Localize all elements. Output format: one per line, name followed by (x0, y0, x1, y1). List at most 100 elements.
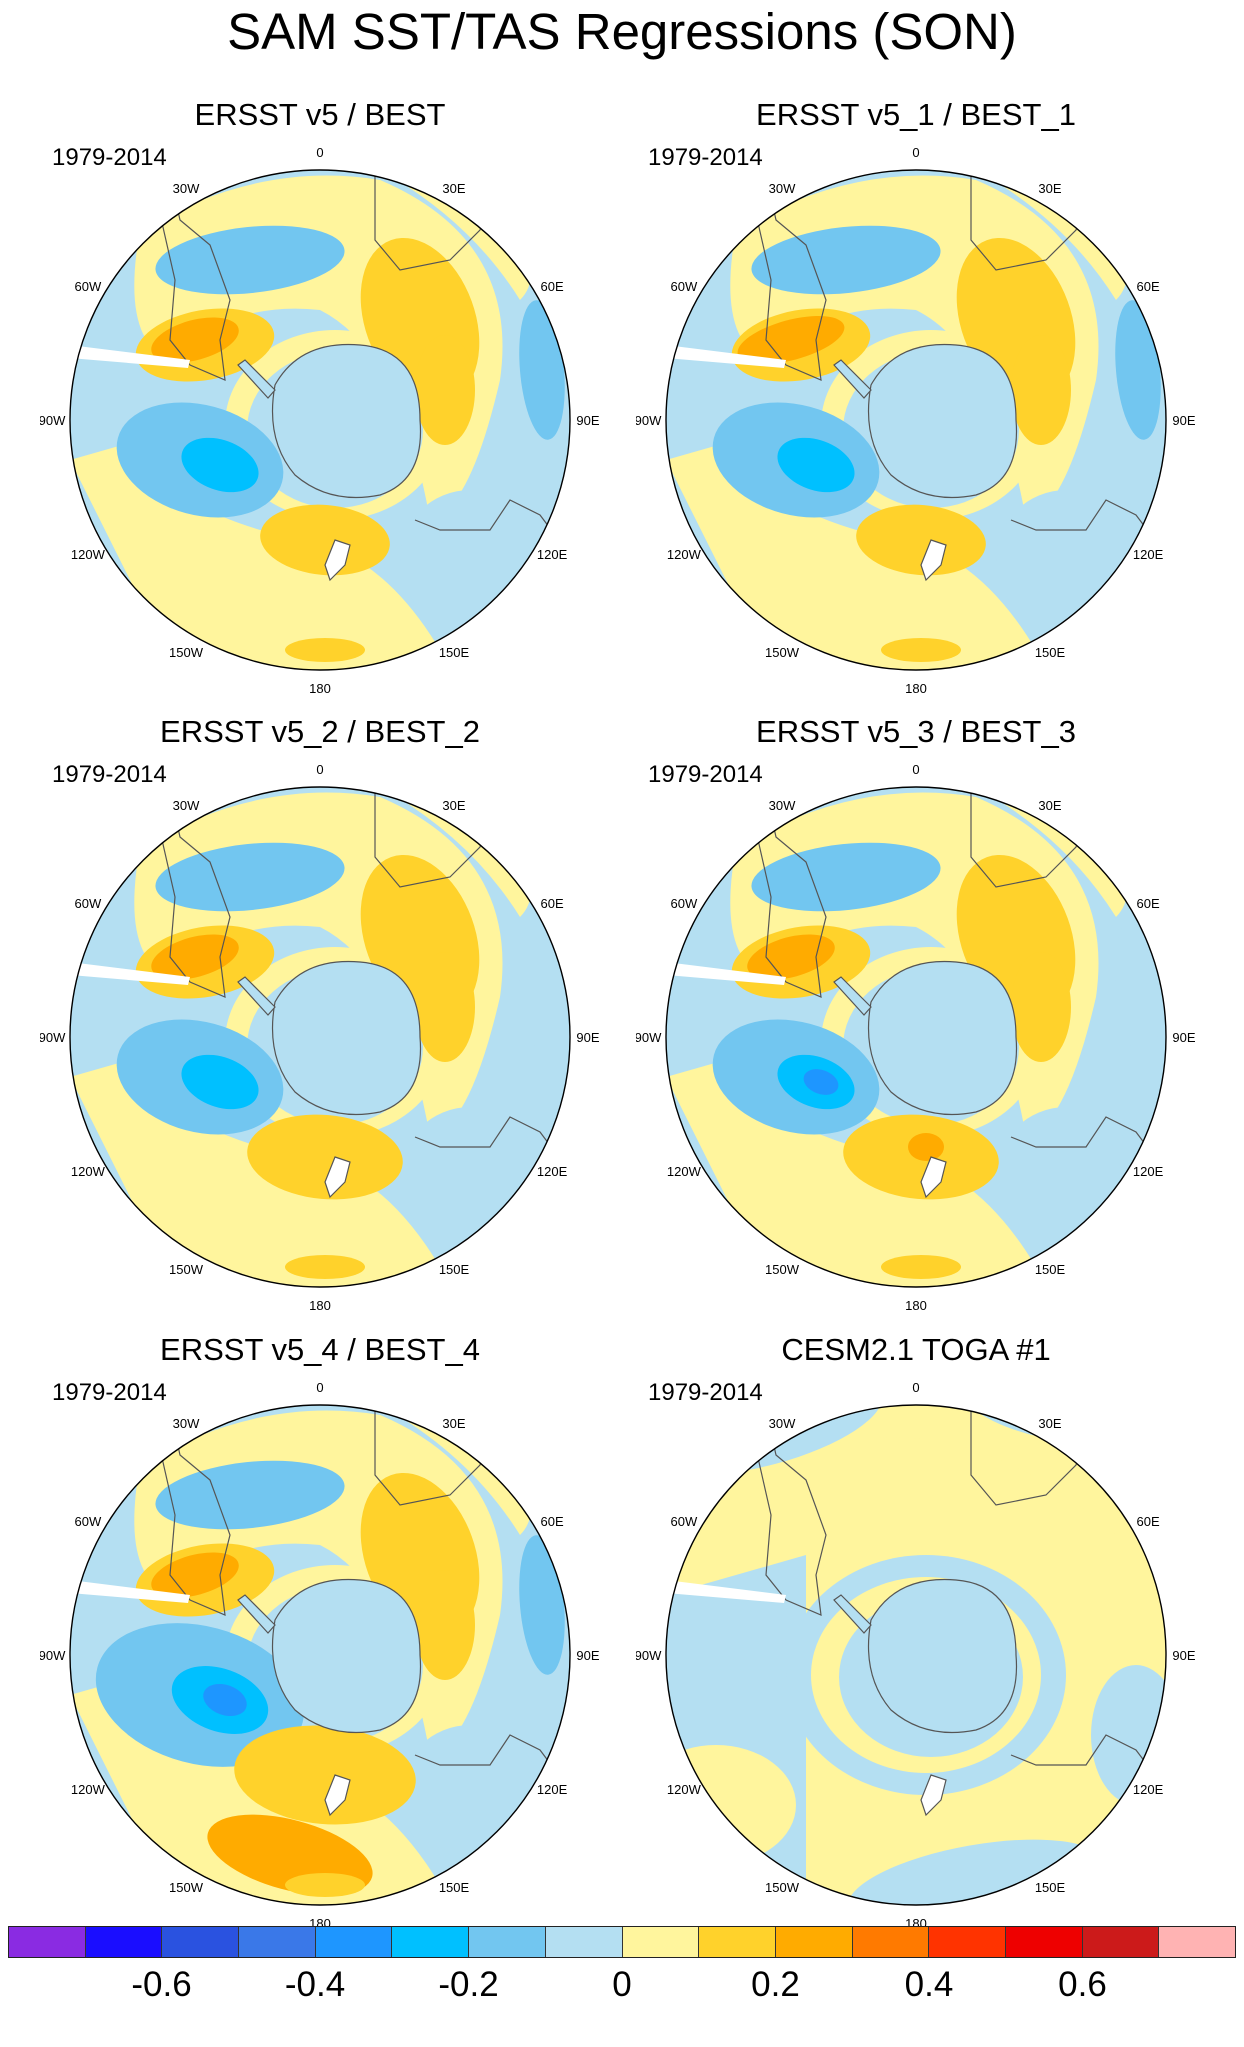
panel-title: CESM2.1 TOGA #1 (781, 1332, 1051, 1367)
missing-data-west (666, 345, 786, 368)
panel-title: ERSST v5_2 / BEST_2 (160, 714, 480, 749)
panel-title: ERSST v5_4 / BEST_4 (160, 1332, 480, 1367)
field-gold-pacific (247, 1114, 403, 1200)
new-zealand-coast (324, 539, 351, 582)
antarctic-peninsula (237, 359, 276, 399)
colorbar-segment (1005, 1927, 1083, 1957)
longitude-label: 150E (439, 1880, 470, 1895)
longitude-label: 60W (671, 1514, 698, 1529)
longitude-label: 60W (75, 1514, 102, 1529)
longitude-label: 150E (1035, 1262, 1066, 1277)
field-orange-southamerica (747, 934, 835, 980)
field-gold-south (881, 638, 961, 662)
new-zealand-coast (324, 1156, 351, 1199)
antarctica-coast (868, 343, 1018, 499)
field-blue-southeast (400, 1725, 540, 1865)
longitude-label: 0 (912, 762, 919, 777)
field-gold-pacific (234, 1725, 416, 1825)
field-patch-west (666, 1555, 806, 1905)
colorbar-segment (699, 1927, 776, 1957)
colorbar-tick-label: -0.6 (131, 1965, 192, 2004)
map-border (69, 786, 571, 1288)
colorbar-labels: -0.6 -0.4 -0.2 0 0.2 0.4 0.6 (8, 1963, 1236, 2013)
longitude-label: 120W (71, 547, 106, 562)
longitude-label: 120E (537, 547, 568, 562)
longitude-label: 180 (905, 1298, 927, 1313)
field-gold-indian (1011, 335, 1071, 445)
colorbar (8, 1926, 1236, 1958)
antarctic-peninsula (833, 976, 872, 1016)
longitude-label: 30W (769, 798, 796, 813)
field-orange-southamerica (151, 934, 239, 980)
colorbar-segment (775, 1927, 853, 1957)
field-patch-south (847, 1839, 1105, 1905)
colorbar-segment (1082, 1927, 1160, 1957)
antarctica-coast (272, 960, 422, 1116)
missing-data-west (70, 1580, 190, 1603)
longitude-label: 30W (173, 181, 200, 196)
colorbar-segment (622, 1927, 700, 1957)
figure-title: SAM SST/TAS Regressions (SON) (227, 3, 1017, 60)
field-gold-south (881, 1255, 961, 1279)
longitude-label: 90W (636, 1648, 662, 1663)
longitude-label: 60W (671, 896, 698, 911)
longitude-label: 90W (40, 1030, 66, 1045)
longitude-label: 90E (576, 413, 599, 428)
colorbar-tick-label: -0.4 (284, 1965, 346, 2004)
field-blue-north (155, 1460, 345, 1530)
longitude-label: 150W (765, 1880, 800, 1895)
field-blue-north (155, 225, 345, 295)
map-border (69, 1404, 571, 1906)
longitude-label: 0 (316, 1380, 323, 1395)
longitude-label: 30E (442, 798, 465, 813)
new-zealand-coast (920, 539, 947, 582)
regression-field (70, 787, 570, 1287)
colorbar-tick-label: 0.4 (904, 1965, 954, 2004)
field-orange-southamerica (151, 317, 239, 363)
map-panel: ERSST v5_4 / BEST_4 1979-2014 0 30E 60E 90E 12… (40, 1330, 600, 1940)
longitude-label: 150W (169, 1262, 204, 1277)
panel-period: 1979-2014 (52, 144, 167, 171)
longitude-label: 0 (912, 1380, 919, 1395)
colorbar-segment (315, 1927, 393, 1957)
longitude-label: 180 (905, 681, 927, 696)
longitude-label: 90E (576, 1648, 599, 1663)
field-gold-indian (415, 335, 475, 445)
longitude-label: 120E (537, 1782, 568, 1797)
field-gold-indian (1011, 952, 1071, 1062)
longitude-label: 120W (71, 1164, 106, 1179)
antarctic-peninsula (833, 1594, 872, 1634)
regression-field (70, 170, 570, 670)
map-border (665, 786, 1167, 1288)
longitude-label: 30W (173, 798, 200, 813)
longitude-label: 120E (1133, 1164, 1164, 1179)
field-orange-southamerica (151, 1552, 239, 1598)
longitude-label: 30E (1038, 798, 1061, 813)
antarctic-peninsula (833, 359, 872, 399)
panel-period: 1979-2014 (648, 144, 763, 171)
colorbar-segment (1159, 1927, 1235, 1957)
missing-data-west (666, 962, 786, 985)
colorbar-tick-label: 0 (612, 1965, 632, 2004)
longitude-label: 150W (765, 645, 800, 660)
colorbar-tick-label: 0.2 (751, 1965, 800, 2004)
panel-period: 1979-2014 (52, 1379, 167, 1406)
longitude-label: 0 (316, 762, 323, 777)
longitude-label: 180 (309, 681, 331, 696)
field-gold-south (285, 1873, 365, 1897)
field-blue-core (181, 437, 259, 493)
field-gold-indian (415, 1570, 475, 1680)
longitude-label: 30W (173, 1416, 200, 1431)
colorbar-segment (545, 1927, 623, 1957)
map-panel: ERSST v5 / BEST 1979-2014 0 30E 60E 90E 120E 15… (40, 95, 600, 705)
panel-title: ERSST v5_3 / BEST_3 (756, 714, 1076, 749)
colorbar-tick-label: -0.2 (438, 1965, 499, 2004)
longitude-label: 120W (667, 547, 702, 562)
regression-field (70, 1405, 570, 1905)
antarctica-coast (272, 343, 422, 499)
field-orange-pacific (908, 1133, 944, 1161)
longitude-label: 30E (442, 1416, 465, 1431)
field-blue-southeast (400, 1107, 540, 1247)
field-orange-southamerica (737, 316, 845, 364)
